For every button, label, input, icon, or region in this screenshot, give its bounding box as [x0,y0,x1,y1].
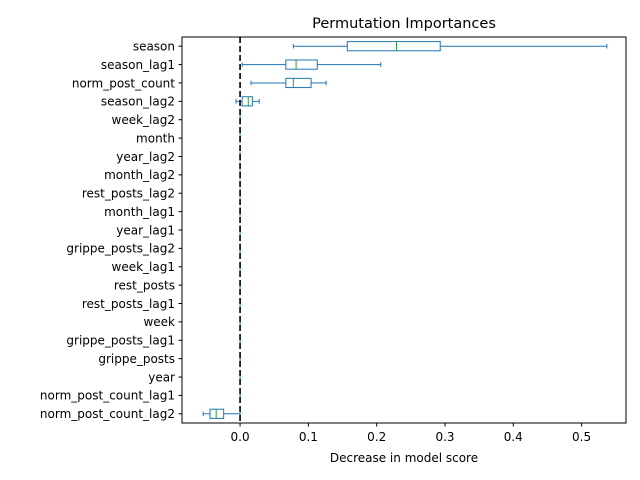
y-tick-label: season_lag1 [101,58,175,72]
iqr-box [209,408,225,419]
y-tick-label: season_lag2 [101,95,175,109]
y-tick-label: rest_posts_lag1 [82,297,175,311]
iqr-box [285,59,318,70]
y-tick-label: month [136,131,175,145]
y-tick-label: week_lag1 [112,260,175,274]
iqr-box [285,77,312,89]
y-tick-label: norm_post_count_lag2 [40,407,175,421]
plot-area [202,37,608,423]
box-season-lag1 [241,59,382,70]
x-tick-label: 0.3 [435,430,454,444]
iqr-box [241,96,253,107]
x-tick-label: 0.0 [231,430,250,444]
y-tick-label: grippe_posts_lag2 [66,242,175,256]
y-tick-label: season [133,39,175,53]
y-tick-label: year_lag1 [116,223,175,237]
y-tick-label: week [143,315,175,329]
y-tick-label: rest_posts_lag2 [82,187,175,201]
box-norm-post-count [250,77,327,89]
y-tick-label: month_lag1 [104,205,175,219]
x-axis: 0.0 0.1 0.2 0.3 0.4 0.5 [231,423,591,444]
box-season-lag2 [235,96,260,107]
y-tick-label: grippe_posts_lag1 [66,334,175,348]
y-tick-label: year [148,370,175,384]
y-tick-label: grippe_posts [98,352,175,366]
y-tick-label: year_lag2 [116,150,175,164]
x-tick-label: 0.2 [367,430,386,444]
chart-title: Permutation Importances [312,16,496,32]
y-tick-label: rest_posts [114,278,175,292]
x-tick-label: 0.4 [504,430,523,444]
x-tick-label: 0.1 [299,430,318,444]
y-tick-label: norm_post_count [72,76,175,90]
box-season [292,41,608,52]
y-axis: season season_lag1 norm_post_count season_l… [40,39,182,421]
y-tick-label: week_lag2 [112,113,175,127]
y-tick-label: norm_post_count_lag1 [40,389,175,403]
iqr-box [346,41,441,52]
box-norm-post-count-lag2 [202,408,241,419]
x-axis-label: Decrease in model score [330,451,478,465]
axes-frame [181,36,627,424]
y-tick-label: month_lag2 [104,168,175,182]
x-tick-label: 0.5 [572,430,591,444]
